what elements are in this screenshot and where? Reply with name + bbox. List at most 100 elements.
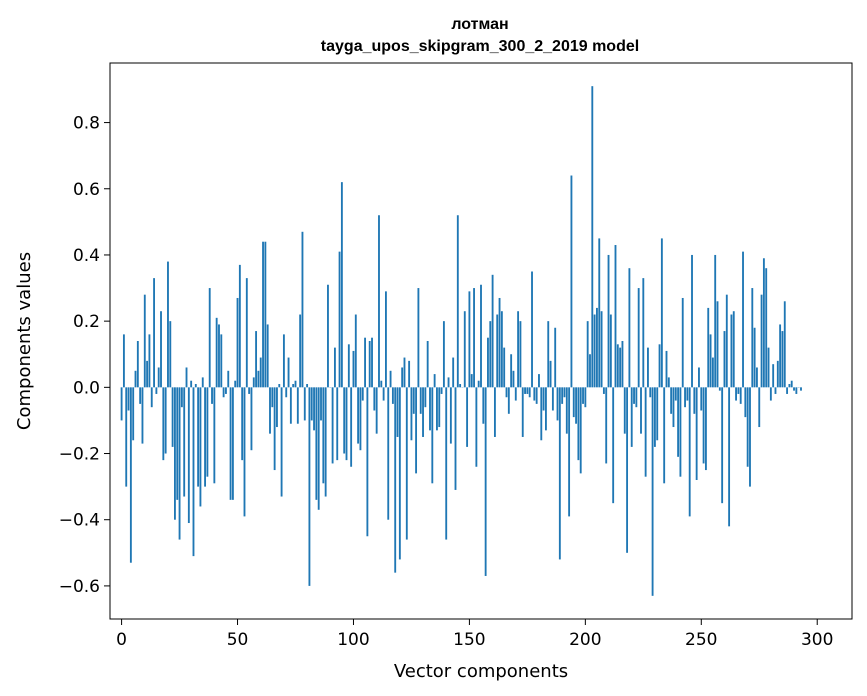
bar	[744, 387, 747, 418]
bar	[167, 261, 169, 388]
bar	[730, 314, 733, 388]
bar	[204, 387, 206, 487]
bar	[227, 370, 230, 388]
bar	[359, 387, 362, 451]
bar	[139, 387, 142, 404]
y-tick-label: −0.2	[59, 445, 100, 465]
bar	[229, 387, 232, 500]
bar	[598, 238, 601, 388]
x-tick-label: 300	[801, 630, 833, 650]
bar	[584, 387, 587, 408]
bar	[266, 324, 269, 388]
bar	[496, 314, 499, 388]
bar	[378, 215, 380, 388]
bar	[749, 387, 751, 487]
bar	[327, 284, 329, 388]
bar	[373, 387, 376, 411]
bar	[795, 387, 798, 394]
bar	[695, 387, 698, 480]
bar	[164, 387, 167, 454]
bar	[317, 387, 320, 510]
bar	[758, 387, 761, 428]
bar	[769, 387, 772, 401]
bar	[751, 288, 754, 388]
bar	[201, 377, 204, 388]
bar	[561, 387, 564, 404]
y-tick-label: −0.4	[59, 511, 100, 531]
bar	[619, 347, 622, 388]
bar	[589, 354, 591, 388]
bar	[208, 288, 211, 388]
bar	[470, 374, 473, 388]
bar	[276, 387, 278, 428]
bar	[289, 387, 292, 424]
y-axis-label: Components values	[14, 252, 35, 430]
bar	[387, 387, 390, 520]
bar	[531, 271, 533, 388]
bar	[282, 334, 285, 388]
bar	[651, 387, 654, 596]
bar	[489, 321, 492, 388]
x-axis-label: Vector components	[394, 661, 568, 682]
bar	[633, 387, 635, 404]
bar	[245, 278, 248, 388]
bar	[391, 387, 394, 404]
bar	[331, 387, 334, 464]
bar	[299, 314, 302, 388]
bar	[357, 387, 360, 444]
bar	[524, 387, 526, 394]
bar	[510, 354, 513, 388]
bar	[141, 387, 144, 444]
bar	[721, 387, 724, 504]
bar	[315, 387, 318, 500]
bar	[445, 387, 448, 540]
bar	[308, 387, 311, 586]
bar	[296, 387, 299, 424]
bar	[415, 387, 418, 474]
bar	[160, 311, 162, 388]
bar	[626, 387, 629, 553]
bar	[125, 387, 128, 487]
bar	[549, 360, 552, 388]
bar	[248, 387, 251, 394]
bar	[180, 387, 183, 408]
x-tick-label: 250	[685, 630, 717, 650]
y-tick-label: 0.0	[73, 378, 100, 398]
bar	[800, 387, 802, 391]
bar	[735, 387, 737, 401]
bar	[779, 324, 782, 388]
bar	[739, 387, 742, 404]
bar	[707, 307, 710, 388]
bar	[410, 387, 413, 441]
bar	[783, 301, 786, 388]
bar	[340, 182, 343, 388]
bar	[660, 238, 663, 388]
bar	[345, 387, 348, 461]
bar	[774, 387, 777, 394]
bar	[185, 367, 188, 388]
bar	[454, 387, 457, 490]
bar	[234, 380, 237, 388]
bar	[672, 387, 675, 428]
bar	[194, 384, 197, 388]
bar	[473, 288, 475, 388]
bar	[507, 387, 510, 414]
bar	[607, 254, 610, 388]
bar	[343, 387, 346, 454]
bar	[593, 314, 596, 388]
bar	[575, 387, 577, 424]
bar	[500, 311, 503, 388]
bar	[452, 357, 455, 388]
plot-frame	[109, 62, 853, 620]
bar	[426, 341, 429, 388]
chart-subtitle: tayga_upos_skipgram_300_2_2019 model	[321, 38, 639, 55]
bar	[127, 387, 130, 411]
bar	[241, 387, 244, 461]
bar	[375, 387, 378, 434]
bar	[614, 245, 617, 388]
bar	[424, 387, 427, 408]
bar	[176, 387, 179, 500]
bar	[322, 387, 325, 484]
bar	[252, 377, 255, 388]
bar	[793, 387, 795, 391]
